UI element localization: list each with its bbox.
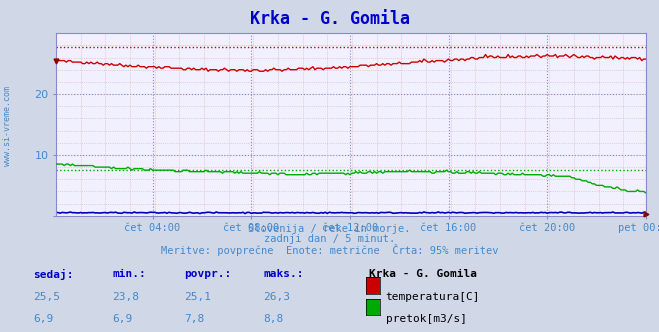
Text: zadnji dan / 5 minut.: zadnji dan / 5 minut. [264, 234, 395, 244]
Text: Slovenija / reke in morje.: Slovenija / reke in morje. [248, 224, 411, 234]
Text: Meritve: povprečne  Enote: metrične  Črta: 95% meritev: Meritve: povprečne Enote: metrične Črta:… [161, 244, 498, 256]
Text: sedaj:: sedaj: [33, 269, 73, 280]
Text: 26,3: 26,3 [264, 292, 291, 302]
Text: temperatura[C]: temperatura[C] [386, 292, 480, 302]
Text: 7,8: 7,8 [185, 314, 205, 324]
Text: 25,5: 25,5 [33, 292, 60, 302]
Text: 23,8: 23,8 [112, 292, 139, 302]
Text: 25,1: 25,1 [185, 292, 212, 302]
Text: Krka - G. Gomila: Krka - G. Gomila [369, 269, 477, 279]
Text: 8,8: 8,8 [264, 314, 284, 324]
Text: www.si-vreme.com: www.si-vreme.com [3, 86, 13, 166]
Text: 6,9: 6,9 [33, 314, 53, 324]
Text: pretok[m3/s]: pretok[m3/s] [386, 314, 467, 324]
Text: min.:: min.: [112, 269, 146, 279]
Text: 6,9: 6,9 [112, 314, 132, 324]
Text: Krka - G. Gomila: Krka - G. Gomila [250, 10, 409, 28]
Text: povpr.:: povpr.: [185, 269, 232, 279]
Text: maks.:: maks.: [264, 269, 304, 279]
